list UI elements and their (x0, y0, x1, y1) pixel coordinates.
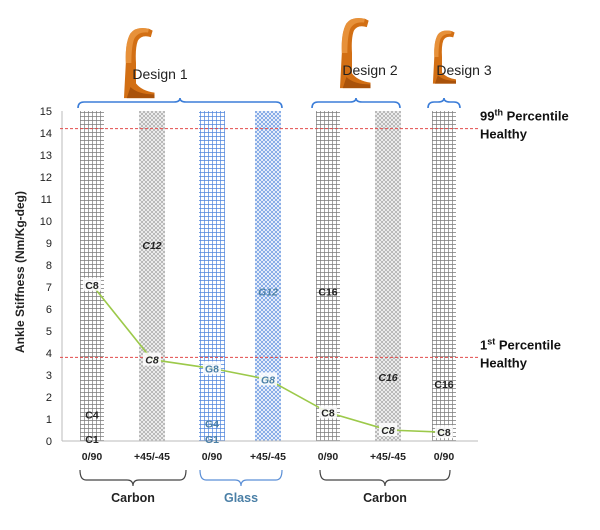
x-tick-label: 0/90 (434, 451, 455, 463)
y-tick-label: 6 (46, 304, 52, 316)
reference-label: 99th Percentile (480, 108, 569, 124)
layup-column (375, 111, 401, 441)
data-point-label: C4 (85, 410, 99, 422)
design-label: Design 1 (132, 66, 187, 82)
orthosis-icons (123, 18, 456, 99)
reference-label: 1st Percentile (480, 336, 561, 352)
design-brace (427, 97, 461, 109)
design-label: Design 3 (436, 62, 491, 78)
y-tick-label: 1 (46, 414, 52, 426)
y-tick-label: 0 (46, 436, 52, 448)
design-brace (77, 97, 283, 109)
data-point-labels: C8 C4 C1 C12 C8 G8 G4 G1 G12 G8 C16 C8 C16 C8 C16 C8 (83, 240, 454, 446)
x-tick-label: 0/90 (318, 451, 339, 463)
data-point-label: C1 (85, 434, 99, 446)
data-point-label: G4 (205, 418, 219, 430)
y-tick-label: 13 (40, 150, 52, 162)
y-tick-label: 8 (46, 260, 52, 272)
data-point-label: C8 (85, 280, 99, 292)
material-label: Carbon (363, 491, 407, 505)
layup-column (139, 111, 165, 441)
data-point-label: C8 (381, 425, 395, 437)
layup-columns (80, 111, 456, 441)
data-point-label: C16 (378, 372, 397, 384)
x-tick-label: 0/90 (202, 451, 223, 463)
layup-column (432, 111, 456, 441)
reference-sublabel: Healthy (480, 127, 528, 142)
material-label: Glass (224, 491, 258, 505)
y-axis-label: Ankle Stiffness (Nm/Kg-deg) (13, 191, 27, 353)
y-tick-label: 3 (46, 370, 52, 382)
data-point-label: C8 (321, 407, 335, 419)
y-tick-label: 4 (46, 348, 52, 360)
reference-lines: 99th Percentile Healthy 1st Percentile Heal… (60, 108, 569, 370)
y-tick-label: 11 (41, 194, 52, 206)
data-point-label: C8 (145, 355, 159, 367)
x-tick-label: +45/-45 (370, 451, 406, 463)
material-groups: Carbon Glass Carbon (79, 469, 451, 505)
x-tick-labels: 0/90 +45/-45 0/90 +45/-45 0/90 +45/-45 0/90 (82, 451, 455, 463)
x-tick-label: +45/-45 (250, 451, 286, 463)
data-point-label: G8 (261, 374, 275, 386)
y-tick-label: 7 (46, 282, 52, 294)
y-tick-label: 10 (40, 216, 52, 228)
point-label-bg (143, 352, 161, 366)
layup-column (316, 111, 340, 441)
point-label-bg (319, 405, 337, 419)
layup-column (255, 111, 281, 441)
y-tick-label: 12 (40, 172, 52, 184)
y-tick-label: 9 (46, 238, 52, 250)
point-label-bg (435, 425, 453, 439)
data-point-label: C8 (437, 427, 451, 439)
material-brace (79, 469, 187, 487)
y-tick-label: 2 (46, 392, 52, 404)
design-labels: Design 1 Design 2 Design 3 (77, 62, 492, 109)
material-brace (319, 469, 451, 487)
y-tick-label: 15 (40, 106, 52, 118)
y-tick-label: 5 (46, 326, 52, 338)
data-point-label: C16 (434, 379, 453, 391)
y-tick-label: 14 (40, 128, 52, 140)
ankle-orthosis-icon (123, 28, 155, 99)
design-label: Design 2 (342, 62, 397, 78)
x-tick-label: 0/90 (82, 451, 103, 463)
layup-column (199, 111, 225, 441)
layup-column (80, 111, 104, 441)
material-label: Carbon (111, 491, 155, 505)
x-tick-label: +45/-45 (134, 451, 170, 463)
point-label-bg (379, 423, 397, 436)
data-point-label: G12 (258, 286, 278, 298)
point-label-bg (83, 277, 101, 291)
data-point-label: C12 (142, 240, 161, 252)
data-point-label: C16 (318, 286, 337, 298)
data-point-label: G8 (205, 363, 219, 375)
data-point-label: G1 (205, 434, 219, 446)
design-brace (311, 97, 401, 109)
point-label-bg (259, 372, 277, 386)
material-brace (199, 469, 283, 487)
point-label-bg (203, 361, 221, 375)
reference-sublabel: Healthy (480, 355, 528, 370)
